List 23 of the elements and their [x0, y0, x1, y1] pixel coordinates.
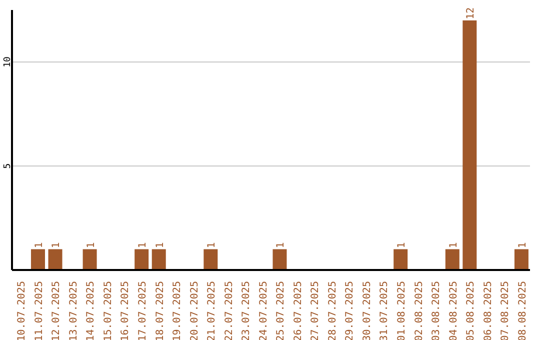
x-tick-label: 14.07.2025	[86, 281, 97, 340]
data-label: 1	[138, 242, 149, 248]
data-label: 1	[206, 242, 218, 248]
data-label: 1	[517, 242, 528, 248]
data-label: 1	[154, 242, 166, 248]
y-tick-label: 5	[3, 163, 13, 169]
x-tick-label: 15.07.2025	[102, 281, 114, 340]
x-tick-label: 18.07.2025	[154, 281, 166, 340]
data-label: 12	[466, 7, 477, 20]
data-label: 1	[86, 242, 97, 248]
x-tick-label: 10.07.2025	[16, 281, 28, 340]
data-label: 1	[51, 242, 62, 248]
x-tick-label: 11.07.2025	[34, 281, 45, 340]
x-tick-label: 16.07.2025	[120, 281, 132, 340]
data-label: 1	[396, 242, 408, 248]
data-label: 1	[34, 242, 45, 248]
x-tick-label: 12.07.2025	[51, 281, 62, 340]
x-tick-label: 13.07.2025	[68, 281, 80, 340]
data-label: 1	[276, 242, 287, 248]
x-tick-label: 17.07.2025	[138, 281, 148, 340]
y-tick-label: 10	[3, 56, 13, 68]
data-label: 1	[448, 242, 460, 248]
x-tick-label: 19.07.2025	[172, 281, 184, 340]
